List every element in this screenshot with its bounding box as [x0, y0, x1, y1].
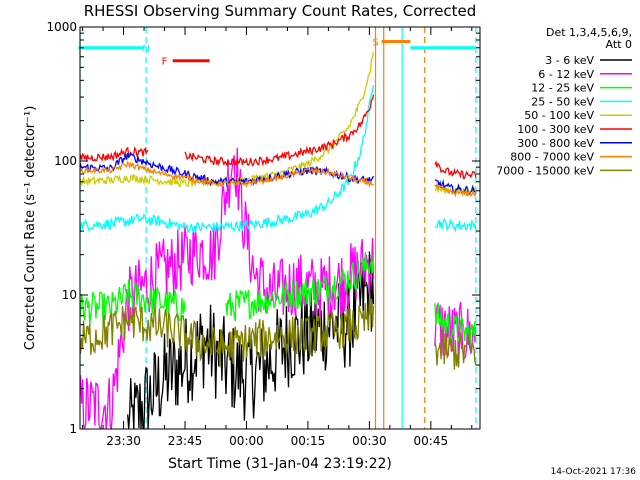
y-tick-label: 1000: [46, 20, 77, 34]
x-tick-label: 00:30: [352, 434, 387, 448]
legend-label: 800 - 7000 keV: [510, 151, 594, 164]
x-tick-label: 00:15: [291, 434, 326, 448]
chart-title: RHESSI Observing Summary Count Rates, Co…: [84, 2, 477, 20]
series-line: [184, 94, 375, 167]
series-line: [434, 217, 477, 233]
legend-label: 12 - 25 keV: [531, 82, 594, 95]
y-tick-label: 1: [69, 422, 77, 436]
x-axis-label: Start Time (31-Jan-04 23:19:22): [168, 456, 392, 472]
series-line: [80, 298, 375, 368]
series-line: [80, 147, 375, 429]
series-line: [225, 252, 375, 322]
series-line: [434, 179, 477, 196]
series-line: [80, 151, 375, 188]
annotation-n: N: [142, 44, 149, 55]
legend-header: Att 0: [606, 38, 632, 51]
state-bars: [78, 39, 476, 63]
legend-label: 300 - 800 keV: [517, 137, 594, 150]
footer-timestamp: 14-Oct-2021 17:36: [551, 467, 637, 477]
legend-label: 7000 - 15000 keV: [496, 164, 594, 177]
y-tick-label: 100: [54, 154, 77, 168]
y-axis-label: Corrected Count Rate (s⁻¹ detector⁻¹): [23, 106, 38, 351]
annotation-s: S: [372, 37, 378, 48]
y-tick-label: 10: [62, 288, 77, 302]
x-tick-label: 00:00: [229, 434, 264, 448]
legend-header: Det 1,3,4,5,6,9,: [546, 26, 632, 39]
x-tick-label: 00:45: [414, 434, 449, 448]
legend-label: 25 - 50 keV: [531, 95, 594, 108]
legend-label: 6 - 12 keV: [538, 68, 594, 81]
mode-lines: [80, 27, 477, 429]
series-group: [80, 52, 477, 429]
series-line: [80, 52, 375, 188]
state-annotations: N F S: [142, 37, 378, 67]
annotation-f: F: [162, 57, 168, 68]
x-tick-label: 23:45: [168, 434, 203, 448]
y-axis: 1 10 100 1000: [46, 20, 480, 436]
series-line: [80, 146, 149, 164]
legend-label: 50 - 100 keV: [524, 109, 594, 122]
legend-label: 3 - 6 keV: [545, 54, 594, 67]
legend-label: 100 - 300 keV: [517, 123, 594, 136]
series-line: [434, 329, 477, 370]
series-line: [434, 182, 477, 198]
series-line: [434, 160, 477, 180]
series-line: [80, 279, 186, 324]
x-axis: 23:30 23:45 00:00 00:15 00:30 00:45: [82, 27, 473, 448]
series-line: [80, 85, 375, 234]
series-line: [80, 160, 374, 189]
x-tick-label: 23:30: [106, 434, 141, 448]
plot-frame: [79, 26, 481, 430]
